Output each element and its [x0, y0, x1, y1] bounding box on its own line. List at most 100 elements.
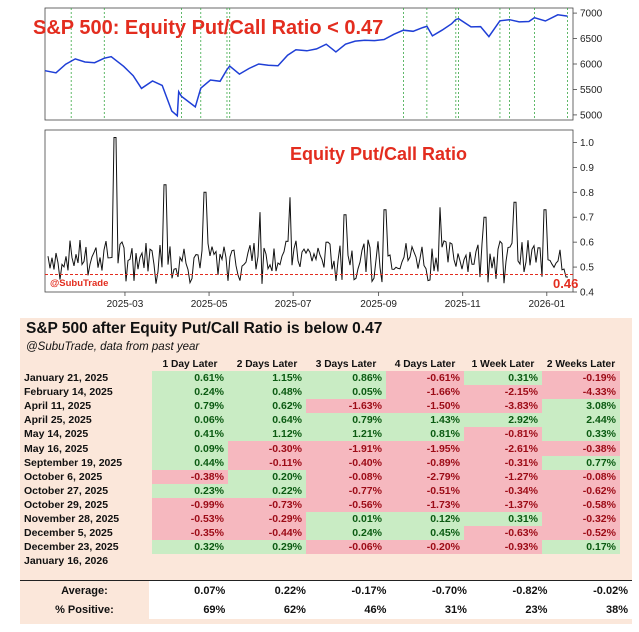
- price-y-tick-label: 6500: [580, 34, 603, 45]
- row-date: April 25, 2025: [24, 414, 92, 427]
- table-subtitle: @SubuTrade, data from past year: [26, 341, 199, 353]
- return-cell: -1.37%: [464, 497, 542, 512]
- return-cell: -0.08%: [542, 469, 620, 484]
- ratio-chart-title: Equity Put/Call Ratio: [290, 144, 467, 164]
- return-cell: 0.23%: [152, 483, 228, 498]
- positive-value: 62%: [229, 600, 310, 619]
- ratio-y-tick-label: 0.8: [580, 188, 594, 199]
- return-cell: 0.24%: [306, 526, 386, 541]
- column-header: 3 Days Later: [315, 358, 377, 370]
- table-row: May 16, 2025 0.09% -0.30% -1.91% -1.95% -2.61…: [22, 441, 620, 456]
- return-cell: -0.51%: [386, 483, 464, 498]
- average-value: -0.82%: [470, 580, 552, 600]
- return-cell: -1.27%: [464, 469, 542, 484]
- column-header: 4 Days Later: [394, 358, 456, 370]
- row-date: May 16, 2025: [24, 442, 89, 455]
- return-cell: [152, 554, 228, 568]
- return-cell: -1.50%: [386, 399, 464, 414]
- return-cell: 0.41%: [152, 427, 228, 442]
- row-date: May 14, 2025: [24, 428, 89, 441]
- column-header: 2 Days Later: [236, 358, 298, 370]
- positive-row: % Positive: 69% 62% 46% 31% 23% 38%: [20, 600, 632, 619]
- return-cell: 0.86%: [306, 371, 386, 386]
- return-cell: 0.81%: [386, 427, 464, 442]
- column-header: 1 Day Later: [162, 358, 218, 370]
- table-subtitle-rest: , data from past year: [93, 341, 200, 353]
- table-row: April 25, 2025 0.06% 0.64% 0.79% 1.43% 2.92% 2…: [22, 413, 620, 428]
- return-cell: -0.58%: [542, 497, 620, 512]
- return-cell: -1.63%: [306, 399, 386, 414]
- row-date: January 16, 2026: [24, 555, 109, 568]
- price-chart-title: S&P 500: Equity Put/Call Ratio < 0.47: [33, 17, 383, 39]
- date-column-header: [22, 357, 152, 371]
- charts-area: 5000 5500 6000 6500 7000 S&P 500: Equity Put…: [33, 7, 603, 310]
- return-cell: -4.33%: [542, 385, 620, 400]
- table-row: January 21, 2025 0.61% 1.15% 0.86% -0.61% 0.3…: [22, 371, 620, 386]
- positive-value: 69%: [148, 600, 230, 619]
- return-cell: -0.73%: [228, 497, 306, 512]
- table-row: May 14, 2025 0.41% 1.12% 1.21% 0.81% -0.81% 0.…: [22, 427, 620, 442]
- return-cell: 0.17%: [542, 540, 620, 555]
- return-cell: -0.93%: [464, 540, 542, 555]
- ratio-y-tick-label: 1.0: [580, 138, 594, 149]
- return-cell: -0.61%: [386, 371, 464, 386]
- ratio-y-axis: 0.4 0.5 0.6 0.7 0.8 0.9 1.0: [573, 138, 594, 299]
- ratio-y-tick-label: 0.7: [580, 213, 594, 224]
- return-cell: [228, 554, 306, 568]
- return-cell: -0.34%: [464, 483, 542, 498]
- return-cell: -0.53%: [152, 511, 228, 527]
- x-tick-label: 2025-11: [445, 299, 481, 310]
- row-date: April 11, 2025: [24, 400, 92, 413]
- return-cell: 0.31%: [464, 511, 542, 527]
- return-cell: -0.08%: [306, 469, 386, 484]
- row-date: October 6, 2025: [24, 470, 103, 483]
- price-y-tick-label: 7000: [580, 9, 603, 20]
- positive-value: 38%: [551, 600, 632, 619]
- return-cell: 3.08%: [542, 399, 620, 414]
- price-signal-lines: [70, 8, 568, 120]
- ratio-y-tick-label: 0.5: [580, 263, 594, 274]
- return-cell: -0.38%: [542, 441, 620, 456]
- return-cell: -0.32%: [542, 511, 620, 527]
- return-cell: -0.56%: [306, 497, 386, 512]
- table-header-row: 1 Day Later 2 Days Later 3 Days Later 4 …: [22, 357, 620, 371]
- table-row: November 28, 2025 -0.53% -0.29% 0.01% 0.12% 0…: [22, 511, 620, 527]
- table-row: April 11, 2025 0.79% 0.62% -1.63% -1.50% -3.8…: [22, 399, 620, 414]
- return-cell: 2.92%: [464, 413, 542, 428]
- return-cell: 0.45%: [386, 526, 464, 541]
- return-cell: 0.61%: [152, 371, 228, 386]
- row-date: December 5, 2025: [24, 527, 113, 540]
- average-value: -0.02%: [551, 580, 632, 600]
- return-cell: 0.24%: [152, 385, 228, 400]
- average-value: 0.07%: [148, 580, 230, 600]
- table-row: February 14, 2025 0.24% 0.48% 0.05% -1.66% -2…: [22, 385, 620, 400]
- return-cell: -0.06%: [306, 540, 386, 555]
- ratio-y-tick-label: 0.6: [580, 238, 594, 249]
- return-cell: -0.52%: [542, 526, 620, 541]
- return-cell: -0.20%: [386, 540, 464, 555]
- return-cell: -2.15%: [464, 385, 542, 400]
- row-date: February 14, 2025: [24, 386, 113, 399]
- return-cell: -0.35%: [152, 526, 228, 541]
- return-cell: 0.06%: [152, 413, 228, 428]
- return-cell: 0.09%: [152, 441, 228, 456]
- return-cell: 2.44%: [542, 413, 620, 428]
- price-plot-frame: [44, 7, 574, 121]
- price-y-tick-label: 5500: [580, 85, 603, 96]
- ratio-y-tick-label: 0.4: [580, 288, 594, 299]
- summary-table: Average: 0.07% 0.22% -0.17% -0.70% -0.82…: [20, 580, 632, 619]
- return-cell: -0.44%: [228, 526, 306, 541]
- date-x-axis: 2025-03 2025-05 2025-07 2025-09 2025-11 2026-…: [107, 292, 566, 310]
- row-date: January 21, 2025: [24, 372, 109, 385]
- return-cell: 0.79%: [306, 413, 386, 428]
- return-cell: -2.61%: [464, 441, 542, 456]
- return-cell: -0.63%: [464, 526, 542, 541]
- return-cell: 0.48%: [228, 385, 306, 400]
- ratio-y-tick-label: 0.9: [580, 163, 594, 174]
- return-cell: -2.79%: [386, 469, 464, 484]
- return-cell: 0.20%: [228, 469, 306, 484]
- table-subtitle-handle: @SubuTrade: [26, 341, 94, 353]
- return-cell: [542, 554, 620, 568]
- x-tick-label: 2026-01: [528, 299, 565, 310]
- return-cell: 0.44%: [152, 455, 228, 470]
